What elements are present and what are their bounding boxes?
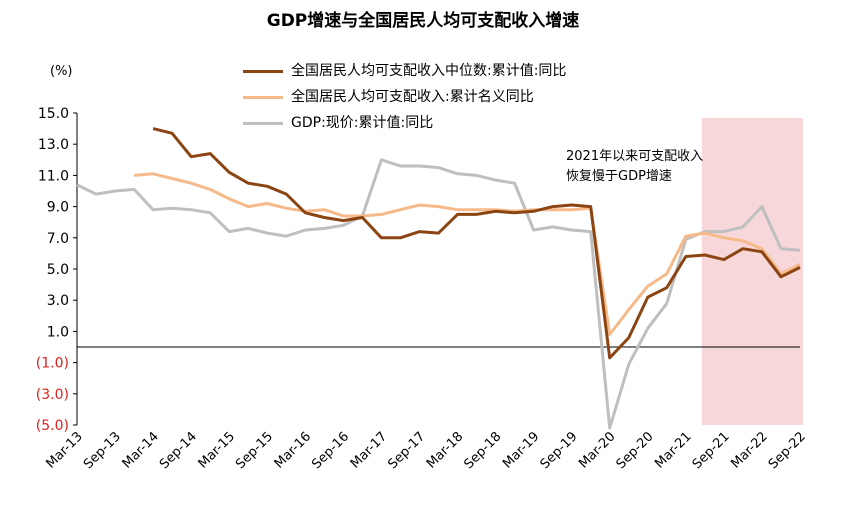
x-tick-label: Mar-16: [272, 429, 314, 471]
x-tick-label: Sep-17: [385, 429, 428, 472]
y-axis-unit-label: (%): [50, 64, 73, 79]
x-tick-label: Sep-21: [690, 429, 733, 472]
y-tick-label: 11.0: [38, 168, 69, 184]
y-tick-label: (3.0): [36, 387, 69, 403]
legend-label-income-median: 全国居民人均可支配收入中位数:累计值:同比: [291, 63, 567, 79]
x-tick-label: Sep-13: [81, 429, 124, 472]
x-tick-label: Mar-18: [424, 429, 466, 471]
y-tick-label: (1.0): [36, 356, 69, 372]
x-tick-label: Mar-19: [500, 429, 542, 471]
x-tick-label: Mar-15: [196, 429, 238, 471]
legend-item-gdp: GDP:现价:累计值:同比: [243, 110, 566, 136]
x-tick-label: Sep-16: [309, 429, 352, 472]
x-tick-label: Mar-20: [576, 429, 618, 471]
annotation-line-2: 恢复慢于GDP增速: [566, 168, 672, 184]
chart-title: GDP增速与全国居民人均可支配收入增速: [266, 11, 580, 31]
x-tick-label: Sep-15: [233, 429, 276, 472]
legend: 全国居民人均可支配收入中位数:累计值:同比 全国居民人均可支配收入:累计名义同比…: [243, 58, 566, 136]
x-tick-label: Sep-19: [538, 429, 581, 472]
legend-swatch-income-median: [243, 69, 283, 73]
legend-item-income-nominal: 全国居民人均可支配收入:累计名义同比: [243, 84, 566, 110]
x-tick-label: Mar-22: [728, 429, 770, 471]
legend-swatch-income-nominal: [243, 95, 283, 99]
y-tick-label: 3.0: [47, 293, 69, 309]
x-tick-label: Mar-21: [652, 429, 694, 471]
legend-item-income-median: 全国居民人均可支配收入中位数:累计值:同比: [243, 58, 566, 84]
annotation-line-1: 2021年以来可支配收入: [566, 149, 703, 164]
income-nominal-line: [133, 172, 801, 336]
y-tick-label: 13.0: [38, 137, 69, 153]
x-tick-label: Mar-14: [120, 429, 162, 471]
y-tick-label: 7.0: [47, 231, 69, 247]
y-tick-label: (5.0): [36, 418, 69, 434]
x-tick-label: Mar-13: [43, 429, 85, 471]
y-tick-label: 15.0: [38, 106, 69, 122]
x-tick-label: Mar-17: [348, 429, 390, 471]
y-tick-label: 5.0: [47, 262, 69, 278]
x-tick-label: Sep-20: [614, 429, 657, 472]
x-tick-label: Sep-22: [766, 429, 809, 472]
legend-label-income-nominal: 全国居民人均可支配收入:累计名义同比: [291, 89, 534, 105]
income-median-line: [152, 127, 801, 360]
y-tick-label: 1.0: [47, 324, 69, 340]
x-tick-label: Sep-14: [157, 429, 200, 472]
legend-swatch-gdp: [243, 121, 283, 125]
y-tick-label: 9.0: [47, 200, 69, 216]
legend-label-gdp: GDP:现价:累计值:同比: [291, 115, 434, 131]
gdp-line: [76, 158, 801, 430]
x-tick-label: Sep-18: [461, 429, 504, 472]
